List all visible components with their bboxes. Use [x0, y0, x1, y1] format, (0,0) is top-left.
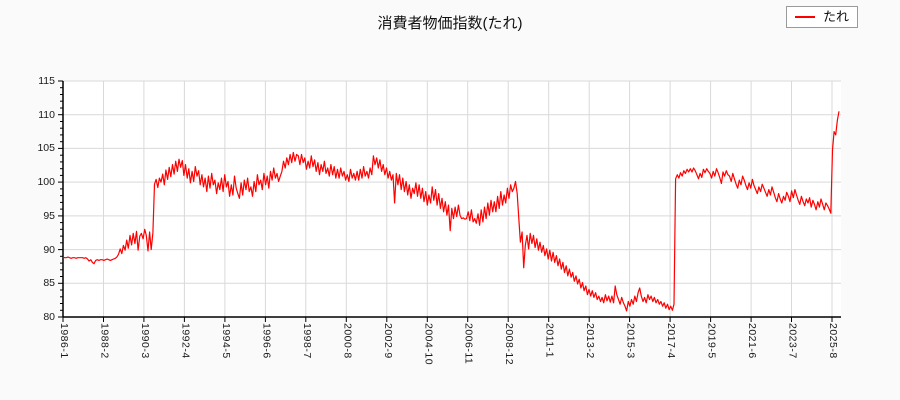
legend-series-label: たれ	[822, 9, 849, 24]
y-tick-label: 110	[38, 108, 55, 121]
y-tick-label: 85	[43, 277, 55, 290]
y-tick-label: 105	[37, 142, 55, 155]
x-tick-label: 2017-4	[665, 323, 678, 359]
x-tick-label: 2006-11	[462, 323, 475, 365]
x-tick-label: 1992-4	[179, 323, 192, 359]
x-tick-label: 1988-2	[98, 323, 111, 359]
price-line	[62, 111, 840, 312]
y-tick-label: 95	[43, 209, 55, 222]
x-tick-label: 2011-1	[543, 323, 556, 358]
legend-line-sample	[794, 16, 815, 18]
x-tick-label: 2008-12	[503, 323, 516, 366]
x-tick-label: 2000-8	[341, 323, 354, 359]
x-tick-label: 2002-9	[381, 323, 394, 359]
x-tick-label: 2021-6	[746, 323, 759, 359]
x-tick-label: 1996-6	[260, 323, 273, 359]
x-tick-label: 2019-5	[705, 323, 718, 359]
x-tick-label: 2013-2	[584, 323, 597, 359]
y-tick-label: 80	[43, 311, 55, 323]
x-tick-label: 1986-1	[58, 323, 70, 359]
x-tick-label: 2004-10	[422, 323, 435, 366]
y-tick-label: 90	[43, 243, 55, 256]
chart-title: 消費者物価指数(たれ)	[377, 15, 523, 32]
x-tick-label: 1990-3	[138, 323, 151, 359]
y-tick-label: 100	[37, 176, 55, 189]
x-tick-label: 2015-3	[624, 323, 637, 359]
x-tick-label: 1998-7	[300, 323, 313, 359]
legend[interactable]: たれ	[786, 6, 858, 28]
x-tick-label: 2025-8	[827, 323, 839, 359]
x-tick-label: 2023-7	[786, 323, 799, 359]
x-tick-label: 1994-5	[219, 323, 232, 359]
plot-area	[58, 80, 841, 322]
line-chart	[58, 80, 841, 322]
y-tick-label: 115	[38, 75, 55, 87]
